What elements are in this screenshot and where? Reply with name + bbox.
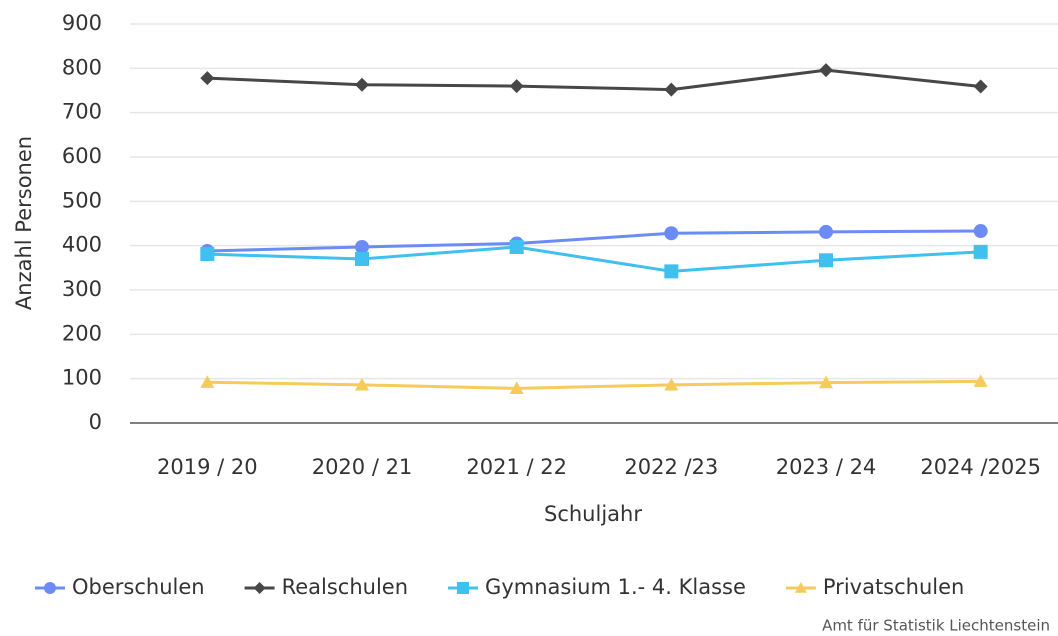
y-tick-label: 800	[62, 55, 102, 79]
legend-marker	[253, 582, 266, 594]
y-axis-title: Anzahl Personen	[12, 136, 36, 310]
marker	[355, 77, 369, 92]
x-tick-label: 2020 / 21	[312, 455, 413, 479]
series-line	[207, 229, 981, 253]
marker	[664, 377, 679, 391]
legend-label: Gymnasium 1.- 4. Klasse	[485, 575, 746, 599]
legend-label: Privatschulen	[823, 575, 964, 599]
marker	[509, 381, 524, 395]
marker	[664, 82, 679, 97]
marker	[819, 375, 833, 389]
y-tick-label: 300	[62, 277, 102, 301]
legend-marker	[457, 582, 470, 594]
marker	[664, 226, 679, 241]
y-tick-label: 100	[62, 366, 102, 390]
marker	[200, 71, 215, 86]
marker	[819, 253, 833, 268]
x-tick-label: 2024 /2025	[920, 455, 1041, 479]
series-line	[207, 68, 981, 92]
legend-label: Realschulen	[282, 575, 408, 599]
marker	[664, 264, 679, 279]
marker	[355, 377, 369, 391]
y-tick-label: 500	[62, 188, 102, 212]
marker	[973, 374, 988, 387]
legend-label: Oberschulen	[72, 575, 205, 599]
legend-marker	[794, 582, 807, 593]
y-tick-label: 200	[62, 321, 102, 345]
legend-marker	[44, 582, 56, 594]
marker	[200, 247, 215, 262]
series-line	[207, 245, 981, 273]
series-line	[207, 379, 981, 390]
source: Amt für Statistik Liechtenstein	[822, 617, 1050, 635]
marker	[355, 251, 369, 266]
y-tick-label: 400	[62, 233, 102, 257]
x-tick-label: 2023 / 24	[776, 455, 877, 479]
marker	[200, 375, 215, 388]
marker	[819, 224, 833, 239]
marker	[973, 224, 988, 239]
marker	[355, 239, 369, 254]
marker	[819, 63, 833, 78]
y-tick-label: 700	[62, 100, 102, 124]
x-tick-label: 2022 /23	[624, 455, 718, 479]
marker	[509, 239, 524, 254]
y-tick-label: 900	[62, 11, 102, 35]
x-axis-title: Schuljahr	[544, 502, 642, 526]
y-tick-label: 0	[89, 410, 102, 434]
marker	[509, 79, 524, 94]
x-tick-label: 2019 / 20	[157, 455, 258, 479]
marker	[973, 79, 988, 94]
marker	[973, 244, 988, 259]
x-tick-label: 2021 / 22	[466, 455, 567, 479]
y-tick-label: 600	[62, 144, 102, 168]
